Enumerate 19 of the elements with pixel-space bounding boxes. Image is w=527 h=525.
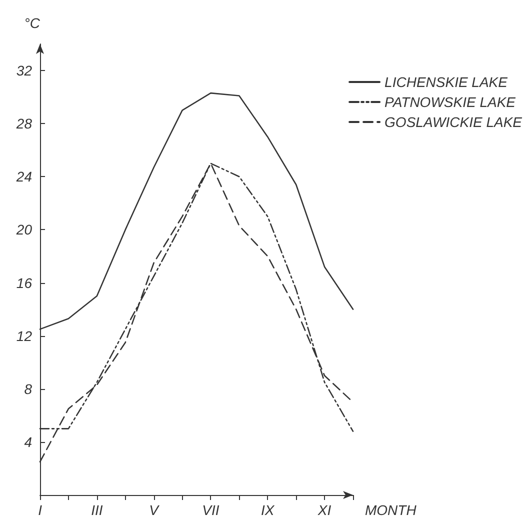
y-axis-title: °C	[24, 15, 41, 31]
y-tick-label: 24	[15, 168, 32, 185]
x-tick-label: V	[149, 502, 160, 518]
x-axis-title: MONTH	[365, 502, 418, 518]
y-tick-label: 12	[16, 328, 32, 344]
y-tick-label: 16	[16, 274, 32, 291]
x-tick-label: I	[38, 502, 42, 518]
y-tick-label: 28	[15, 116, 32, 132]
x-tick-label: VII	[202, 502, 220, 518]
x-tick-label: IX	[261, 502, 275, 518]
y-tick-label: 32	[16, 62, 32, 79]
y-tick-label: 8	[24, 380, 32, 397]
legend-label: LICHENSKIE LAKE	[384, 74, 508, 90]
x-tick-label: XI	[316, 502, 332, 518]
y-tick-label: 20	[15, 222, 32, 238]
y-tick-label: 4	[24, 434, 32, 450]
legend-label: PATNOWSKIE LAKE	[384, 94, 516, 110]
legend-label: GOSLAWICKIE LAKE	[384, 114, 523, 130]
x-tick-label: III	[91, 502, 103, 518]
